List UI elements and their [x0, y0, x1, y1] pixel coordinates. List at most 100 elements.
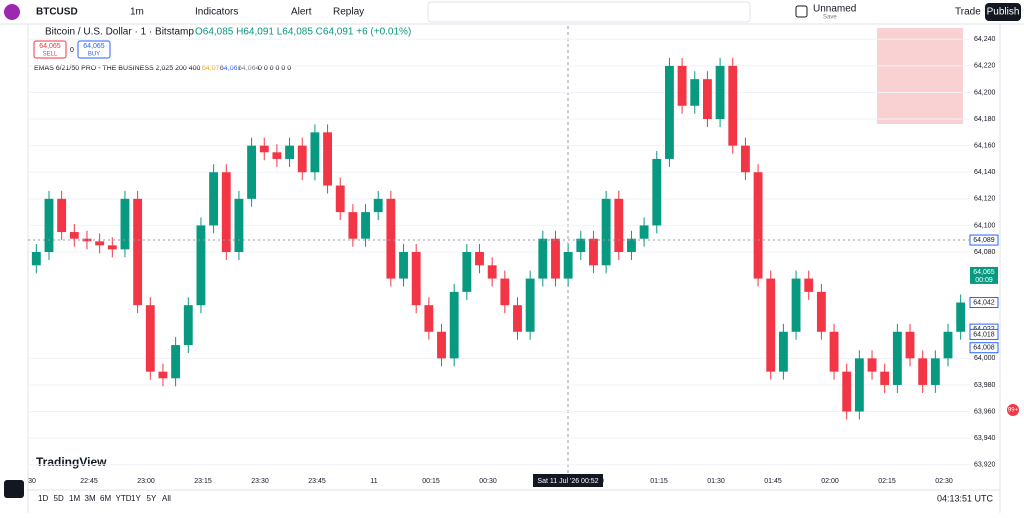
price-badge-label: 64,018 [973, 331, 995, 338]
crosshair-time: Sat 11 Jul '26 00:52 [537, 478, 598, 485]
spread: 0 [70, 47, 74, 54]
candle-body [120, 198, 130, 250]
notification-count: 99+ [1008, 408, 1019, 414]
y-tick-label: 64,100 [974, 222, 996, 229]
y-tick-label: 64,080 [974, 249, 996, 256]
candle-body [905, 331, 915, 359]
drawing-toolbar [427, 1, 751, 23]
y-tick-label: 63,920 [974, 462, 996, 469]
x-tick-label: 02:15 [878, 478, 896, 485]
candle-body [145, 305, 155, 372]
x-tick-label: 02:30 [935, 478, 953, 485]
buy-button[interactable] [77, 40, 111, 59]
candle-body [778, 331, 788, 372]
notification-badge[interactable] [1007, 404, 1019, 416]
candle-body [867, 358, 877, 372]
range-button[interactable]: 1M [69, 494, 80, 503]
candle-body [930, 358, 940, 385]
candle-body [107, 245, 117, 250]
candle-body [196, 225, 206, 306]
candle-body [272, 152, 282, 159]
price-badge-label: 64,042 [973, 299, 995, 306]
candle-body [791, 278, 801, 332]
layout-name[interactable]: Unnamed [813, 4, 856, 15]
candle-body [589, 238, 598, 266]
y-tick-label: 64,200 [974, 89, 996, 96]
price-badge [969, 342, 999, 354]
range-button[interactable]: 1D [38, 494, 48, 503]
indicators-button[interactable]: Indicators [195, 7, 238, 18]
y-tick-label: 64,120 [974, 196, 996, 203]
interval[interactable]: 1m [130, 7, 144, 18]
candle-body [171, 345, 181, 379]
alert-button[interactable]: Alert [291, 7, 312, 18]
candle-body [956, 302, 966, 332]
y-tick-label: 64,140 [974, 169, 996, 176]
x-tick-label: 22:45 [80, 478, 98, 485]
replay-button[interactable]: Replay [333, 7, 364, 18]
range-button[interactable]: YTD [116, 494, 132, 503]
crosshair-time-box [533, 474, 603, 487]
candle-body [538, 238, 548, 279]
x-tick-label: 00:15 [422, 478, 440, 485]
candle-body [373, 198, 383, 213]
candle-body [82, 238, 92, 242]
candle-body [715, 65, 725, 120]
sell-label: SELL [43, 52, 58, 58]
range-button[interactable]: 1Y [131, 494, 141, 503]
candle-body [462, 252, 472, 292]
sell-button[interactable] [33, 40, 67, 59]
candle-body [323, 132, 332, 186]
candle-body [285, 145, 295, 159]
indicator-name: EMAS 6/21/50 PRO - THE BUSINESS 2,025 20… [34, 65, 201, 72]
y-tick-label: 64,160 [974, 142, 996, 149]
y-tick-label: 64,240 [974, 36, 996, 43]
candle-body [601, 198, 611, 266]
candle-body [576, 238, 586, 252]
publish-button[interactable] [985, 3, 1021, 21]
y-tick-label: 64,220 [974, 63, 996, 70]
y-tick-label: 63,980 [974, 382, 996, 389]
price-badge-label: 64,008 [973, 345, 995, 352]
candle-body [259, 145, 269, 153]
candle-body [740, 145, 750, 173]
candle-body [563, 252, 573, 279]
candle-body [57, 198, 67, 233]
range-button[interactable]: 5D [54, 494, 64, 503]
x-tick-label: 30 [28, 478, 36, 485]
candle-body [44, 198, 54, 252]
x-tick-label: 01:45 [764, 478, 782, 485]
price-badge [969, 297, 999, 309]
checkbox[interactable] [795, 5, 808, 18]
candle-body [652, 158, 662, 226]
info-panel [877, 28, 963, 124]
range-button[interactable]: 3M [85, 494, 96, 503]
candle-body [829, 331, 839, 372]
candle-body [209, 172, 219, 226]
candle-body [728, 65, 738, 146]
price-badge-label: 64,089 [973, 237, 995, 244]
menu-button[interactable] [4, 480, 24, 498]
y-tick-label: 63,940 [974, 435, 996, 442]
range-button[interactable]: 6M [100, 494, 111, 503]
candle-body [892, 331, 902, 385]
candle-body [677, 65, 687, 106]
x-tick-label: 23:00 [137, 478, 155, 485]
symbol[interactable]: BTCUSD [36, 7, 78, 18]
avatar[interactable] [4, 4, 20, 20]
countdown: 00:09 [975, 277, 993, 284]
candle-body [639, 225, 649, 239]
x-tick-label: 23:45 [308, 478, 326, 485]
candle-body [386, 198, 396, 279]
candle-body [183, 305, 193, 346]
trade-button[interactable]: Trade [955, 7, 981, 18]
range-button[interactable]: All [162, 494, 171, 503]
candle-body [335, 185, 345, 213]
publish-label: Publish [987, 7, 1020, 18]
range-button[interactable]: 5Y [147, 494, 157, 503]
candle-body [854, 358, 864, 412]
x-tick-label: 11 [370, 478, 377, 485]
candle-body [702, 79, 712, 120]
